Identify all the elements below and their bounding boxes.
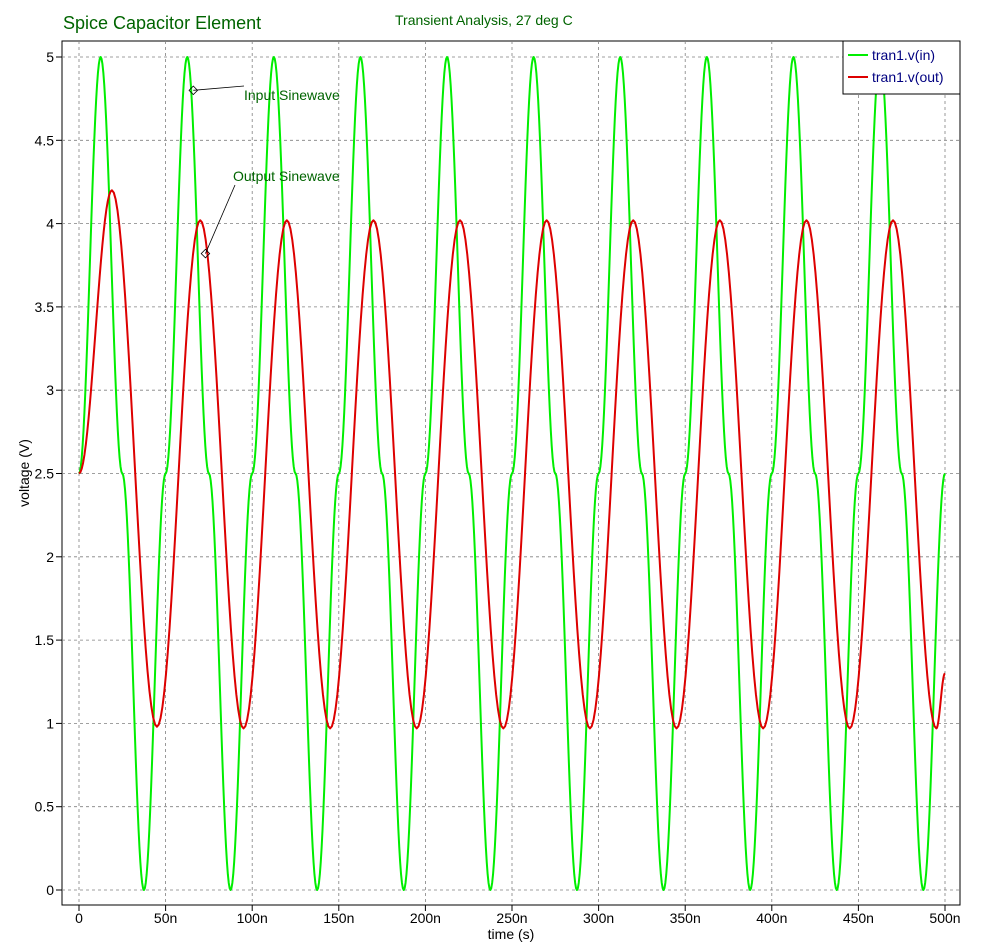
annotation-label: Output Sinewave <box>233 168 340 184</box>
x-tick-label: 200n <box>410 910 441 926</box>
legend-box <box>842 40 961 95</box>
y-tick-label: 3 <box>46 382 54 398</box>
y-tick-label: 0.5 <box>35 799 55 815</box>
y-axis-label: voltage (V) <box>16 439 32 507</box>
x-tick-label: 450n <box>843 910 874 926</box>
x-tick-label: 0 <box>75 910 83 926</box>
annotations: Input Sinewave Output Sinewave <box>188 85 340 259</box>
series-line-output <box>78 189 946 730</box>
x-tick-label: 100n <box>237 910 268 926</box>
annotation-leader <box>205 184 236 254</box>
x-tick-label: 300n <box>583 910 614 926</box>
y-tick-label: 4.5 <box>35 132 55 148</box>
y-tick-label: 4 <box>46 216 54 232</box>
y-tick-label: 2 <box>46 549 54 565</box>
series-line-input <box>78 56 946 891</box>
annotation-label: Input Sinewave <box>244 87 340 103</box>
y-tick-label: 3.5 <box>35 299 55 315</box>
y-tick-label: 0 <box>46 882 54 898</box>
chart-subtitle: Transient Analysis, 27 deg C <box>395 12 573 28</box>
legend-label-out: tran1.v(out) <box>872 69 944 85</box>
plot-area <box>61 40 961 906</box>
x-tick-label: 500n <box>929 910 960 926</box>
series-layer <box>78 56 946 891</box>
y-tick-label: 1 <box>46 715 54 731</box>
x-axis-label: time (s) <box>488 926 535 942</box>
annotation-marker <box>200 248 211 259</box>
y-tick-label: 2.5 <box>35 466 55 482</box>
annotation-marker <box>188 85 199 96</box>
x-tick-label: 50n <box>154 910 177 926</box>
x-tick-label: 250n <box>496 910 527 926</box>
x-tick-label: 150n <box>323 910 354 926</box>
annotation-leader <box>193 85 245 91</box>
y-tick-label: 5 <box>46 49 54 65</box>
chart-title: Spice Capacitor Element <box>63 13 261 33</box>
x-axis-ticks: 0 50n 100n 150n 200n 250n 300n 350n 400n 450n 500n <box>75 905 961 926</box>
legend: tran1.v(in) tran1.v(out) <box>842 40 961 95</box>
legend-label-in: tran1.v(in) <box>872 47 935 63</box>
x-tick-label: 400n <box>756 910 787 926</box>
y-axis-ticks: 0 0.5 1 1.5 2 2.5 3 3.5 4 4.5 5 <box>35 49 62 898</box>
x-tick-label: 350n <box>670 910 701 926</box>
y-tick-label: 1.5 <box>35 632 55 648</box>
